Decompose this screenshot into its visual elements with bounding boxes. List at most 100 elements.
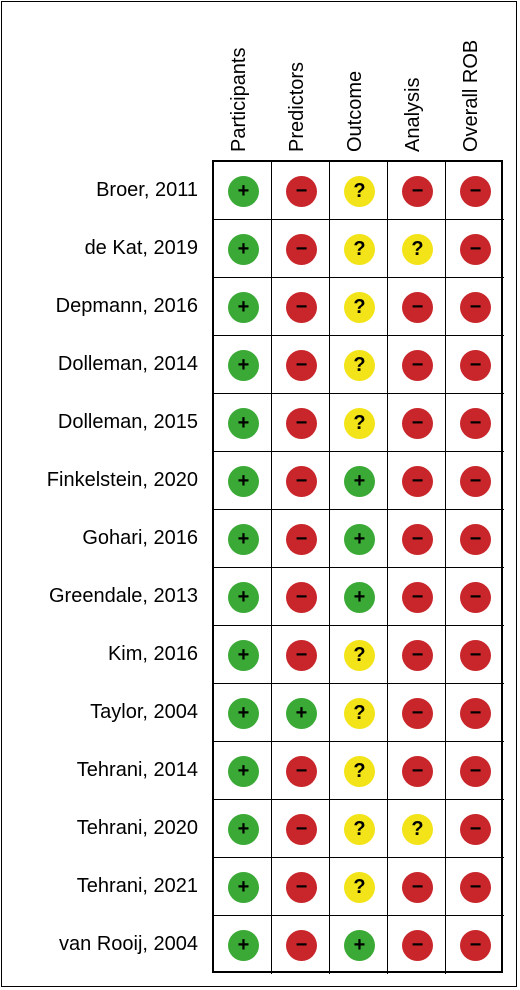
rob-cell: +	[330, 452, 388, 510]
rob-cell: +	[214, 742, 272, 800]
low-risk-icon: +	[344, 930, 375, 961]
rob-cell: −	[446, 684, 504, 742]
study-label: de Kat, 2019	[84, 237, 198, 259]
high-risk-icon: −	[286, 930, 317, 961]
rob-cell: ?	[330, 336, 388, 394]
column-header: Outcome	[327, 12, 385, 152]
unclear-risk-icon: ?	[344, 872, 375, 903]
study-label: Tehrani, 2020	[76, 817, 198, 839]
rob-cell: ?	[330, 162, 388, 220]
rob-cell: −	[446, 916, 504, 974]
risk-of-bias-grid: + −? − − + −?? − + −? − − + −? − − + −? − − + − + − − + − + − − + − + − −…	[212, 160, 504, 974]
study-label: Depmann, 2016	[55, 295, 198, 317]
low-risk-icon: +	[228, 176, 259, 207]
high-risk-icon: −	[286, 756, 317, 787]
unclear-risk-icon: ?	[344, 756, 375, 787]
rob-cell: −	[272, 394, 330, 452]
high-risk-icon: −	[460, 756, 491, 787]
low-risk-icon: +	[228, 930, 259, 961]
study-label: Kim, 2016	[107, 643, 198, 665]
rob-cell: −	[272, 742, 330, 800]
rob-cell: ?	[330, 800, 388, 858]
rob-cell: −	[446, 162, 504, 220]
rob-cell: +	[214, 858, 272, 916]
high-risk-icon: −	[402, 176, 433, 207]
high-risk-icon: −	[402, 930, 433, 961]
high-risk-icon: −	[286, 234, 317, 265]
high-risk-icon: −	[402, 292, 433, 323]
rob-cell: −	[388, 336, 446, 394]
low-risk-icon: +	[228, 350, 259, 381]
rob-cell: +	[214, 394, 272, 452]
rob-cell: −	[446, 626, 504, 684]
high-risk-icon: −	[460, 408, 491, 439]
study-label: van Rooij, 2004	[59, 933, 198, 955]
column-header: Participants	[211, 12, 269, 153]
column-header-label: Predictors	[286, 61, 308, 152]
rob-cell: −	[272, 626, 330, 684]
rob-cell: +	[214, 220, 272, 278]
rob-cell: −	[388, 162, 446, 220]
rob-cell: −	[272, 916, 330, 974]
column-header: Analysis	[385, 12, 443, 152]
rob-cell: +	[214, 568, 272, 626]
unclear-risk-icon: ?	[344, 698, 375, 729]
high-risk-icon: −	[286, 292, 317, 323]
rob-cell: ?	[330, 742, 388, 800]
high-risk-icon: −	[286, 466, 317, 497]
rob-cell: −	[446, 394, 504, 452]
low-risk-icon: +	[228, 814, 259, 845]
low-risk-icon: +	[228, 698, 259, 729]
study-label: Taylor, 2004	[90, 701, 198, 723]
unclear-risk-icon: ?	[344, 176, 375, 207]
rob-cell: +	[214, 278, 272, 336]
rob-cell: ?	[388, 220, 446, 278]
high-risk-icon: −	[460, 640, 491, 671]
column-header-label: Participants	[228, 47, 250, 153]
rob-cell: +	[214, 800, 272, 858]
rob-cell: −	[446, 336, 504, 394]
column-header-label: Analysis	[402, 77, 424, 152]
high-risk-icon: −	[402, 408, 433, 439]
high-risk-icon: −	[402, 466, 433, 497]
rob-cell: −	[388, 742, 446, 800]
low-risk-icon: +	[228, 234, 259, 265]
study-label: Dolleman, 2014	[57, 353, 198, 375]
high-risk-icon: −	[460, 176, 491, 207]
rob-cell: −	[388, 858, 446, 916]
study-label: Gohari, 2016	[82, 527, 198, 549]
low-risk-icon: +	[228, 756, 259, 787]
low-risk-icon: +	[344, 582, 375, 613]
high-risk-icon: −	[402, 350, 433, 381]
low-risk-icon: +	[228, 292, 259, 323]
rob-cell: +	[330, 510, 388, 568]
high-risk-icon: −	[460, 814, 491, 845]
low-risk-icon: +	[228, 524, 259, 555]
rob-cell: −	[388, 510, 446, 568]
rob-cell: −	[446, 858, 504, 916]
low-risk-icon: +	[344, 466, 375, 497]
unclear-risk-icon: ?	[402, 234, 433, 265]
column-header-label: Overall ROB	[460, 39, 482, 152]
study-label: Broer, 2011	[96, 179, 198, 201]
high-risk-icon: −	[402, 698, 433, 729]
high-risk-icon: −	[286, 640, 317, 671]
high-risk-icon: −	[460, 582, 491, 613]
study-label: Dolleman, 2015	[57, 411, 198, 433]
low-risk-icon: +	[228, 582, 259, 613]
high-risk-icon: −	[286, 350, 317, 381]
low-risk-icon: +	[228, 408, 259, 439]
high-risk-icon: −	[460, 292, 491, 323]
rob-cell: −	[446, 510, 504, 568]
rob-cell: −	[388, 278, 446, 336]
rob-cell: −	[272, 220, 330, 278]
rob-cell: +	[330, 568, 388, 626]
rob-cell: ?	[330, 220, 388, 278]
rob-cell: +	[214, 452, 272, 510]
rob-cell: −	[272, 568, 330, 626]
rob-cell: −	[388, 626, 446, 684]
rob-cell: −	[388, 452, 446, 510]
rob-cell: −	[388, 916, 446, 974]
high-risk-icon: −	[402, 640, 433, 671]
